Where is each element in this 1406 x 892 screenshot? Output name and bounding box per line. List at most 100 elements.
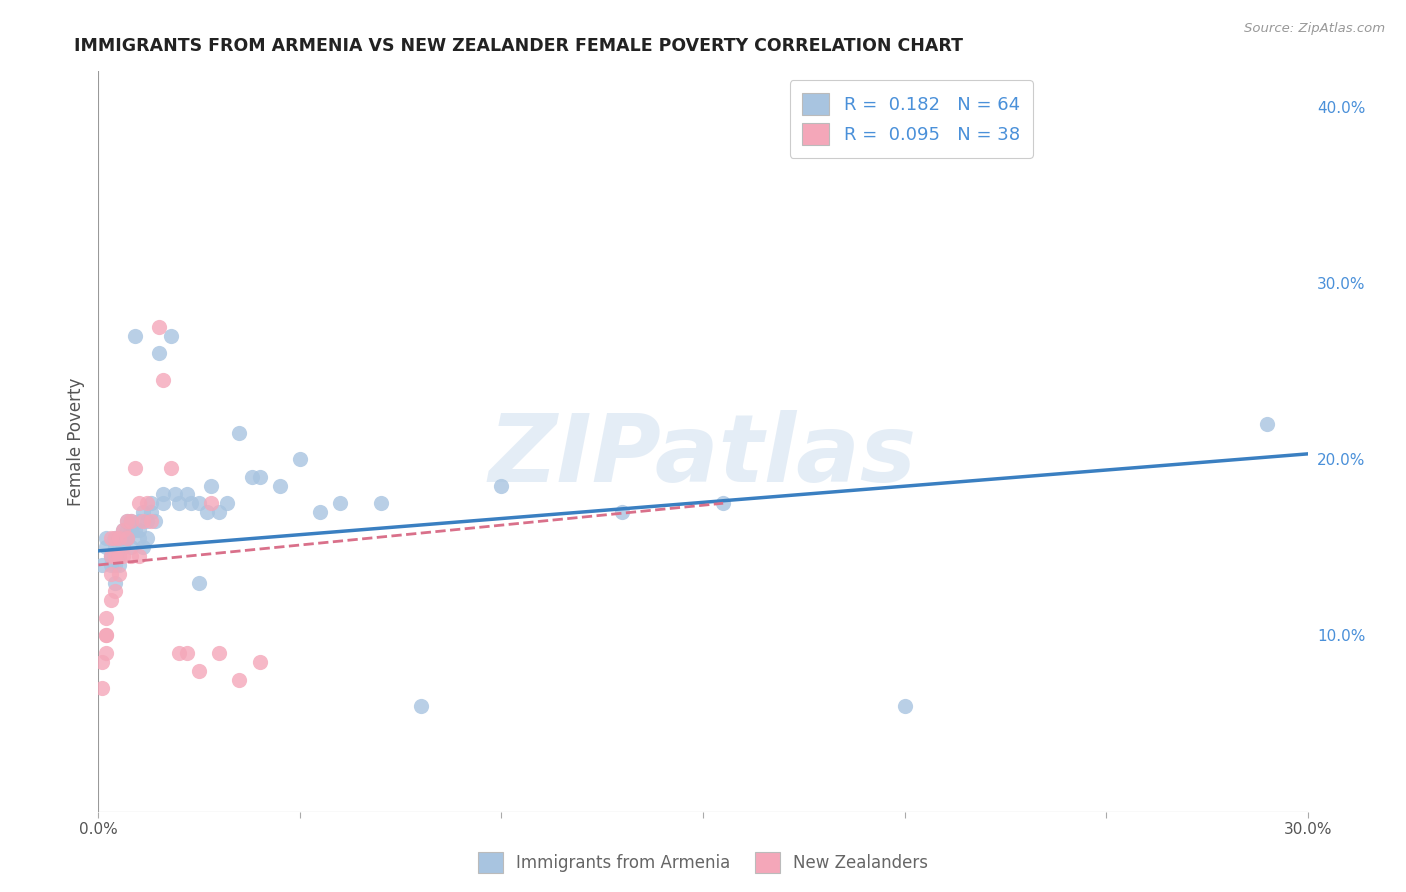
Point: [132, 505, 155, 519]
Point: [91, 681, 114, 696]
Point: [100, 593, 122, 607]
Text: IMMIGRANTS FROM ARMENIA VS NEW ZEALANDER FEMALE POVERTY CORRELATION CHART: IMMIGRANTS FROM ARMENIA VS NEW ZEALANDER…: [75, 37, 963, 54]
Legend: R =  0.182   N = 64, R =  0.095   N = 38: R = 0.182 N = 64, R = 0.095 N = 38: [790, 80, 1032, 158]
Point: [152, 373, 174, 387]
Point: [115, 532, 138, 546]
Point: [711, 496, 734, 510]
Point: [91, 558, 114, 572]
Point: [167, 496, 190, 510]
Point: [135, 532, 157, 546]
Point: [115, 514, 138, 528]
Point: [128, 496, 150, 510]
Point: [200, 478, 222, 492]
Point: [249, 470, 271, 484]
Point: [100, 549, 122, 563]
Point: [107, 549, 129, 563]
Point: [107, 549, 129, 563]
Point: [329, 496, 352, 510]
Point: [100, 566, 122, 581]
Point: [115, 532, 138, 546]
Point: [139, 496, 162, 510]
Point: [163, 487, 186, 501]
Point: [107, 558, 129, 572]
Point: [91, 655, 114, 669]
Point: [152, 487, 174, 501]
Point: [180, 496, 202, 510]
Point: [132, 541, 155, 555]
Point: [128, 514, 150, 528]
Point: [188, 496, 211, 510]
Point: [152, 496, 174, 510]
Point: [96, 611, 118, 625]
Point: [124, 461, 146, 475]
Point: [139, 514, 162, 528]
Point: [111, 523, 134, 537]
Point: [249, 655, 271, 669]
Point: [107, 566, 129, 581]
Point: [128, 532, 150, 546]
Point: [124, 523, 146, 537]
Point: [103, 575, 125, 590]
Point: [120, 549, 142, 563]
Point: [288, 452, 311, 467]
Point: [188, 664, 211, 678]
Point: [200, 496, 222, 510]
Point: [96, 532, 118, 546]
Point: [120, 514, 142, 528]
Text: ZIPatlas: ZIPatlas: [489, 410, 917, 502]
Point: [1256, 417, 1278, 431]
Point: [100, 532, 122, 546]
Point: [100, 549, 122, 563]
Point: [124, 328, 146, 343]
Point: [269, 478, 291, 492]
Point: [167, 646, 190, 660]
Point: [111, 541, 134, 555]
Point: [228, 673, 250, 687]
Point: [148, 320, 170, 334]
Point: [240, 470, 263, 484]
Point: [309, 505, 332, 519]
Point: [107, 541, 129, 555]
Point: [143, 514, 166, 528]
Point: [111, 523, 134, 537]
Point: [115, 514, 138, 528]
Point: [128, 523, 150, 537]
Point: [96, 541, 118, 555]
Point: [103, 532, 125, 546]
Point: [188, 575, 211, 590]
Point: [120, 541, 142, 555]
Text: Source: ZipAtlas.com: Source: ZipAtlas.com: [1244, 22, 1385, 36]
Point: [491, 478, 513, 492]
Point: [103, 558, 125, 572]
Point: [103, 532, 125, 546]
Point: [409, 698, 432, 713]
Point: [107, 532, 129, 546]
Point: [176, 646, 198, 660]
Point: [107, 532, 129, 546]
Point: [195, 505, 218, 519]
Point: [208, 646, 231, 660]
Point: [228, 425, 250, 440]
Point: [96, 646, 118, 660]
Point: [115, 532, 138, 546]
Point: [96, 628, 118, 642]
Point: [139, 505, 162, 519]
Y-axis label: Female Poverty: Female Poverty: [66, 377, 84, 506]
Point: [103, 584, 125, 599]
Point: [160, 461, 183, 475]
Point: [893, 698, 915, 713]
Point: [208, 505, 231, 519]
Point: [176, 487, 198, 501]
Point: [148, 346, 170, 360]
Point: [135, 496, 157, 510]
Point: [128, 549, 150, 563]
Point: [115, 523, 138, 537]
Point: [370, 496, 392, 510]
Point: [100, 549, 122, 563]
Point: [100, 558, 122, 572]
Point: [111, 532, 134, 546]
Point: [103, 541, 125, 555]
Point: [96, 628, 118, 642]
Legend: Immigrants from Armenia, New Zealanders: Immigrants from Armenia, New Zealanders: [471, 846, 935, 880]
Point: [120, 514, 142, 528]
